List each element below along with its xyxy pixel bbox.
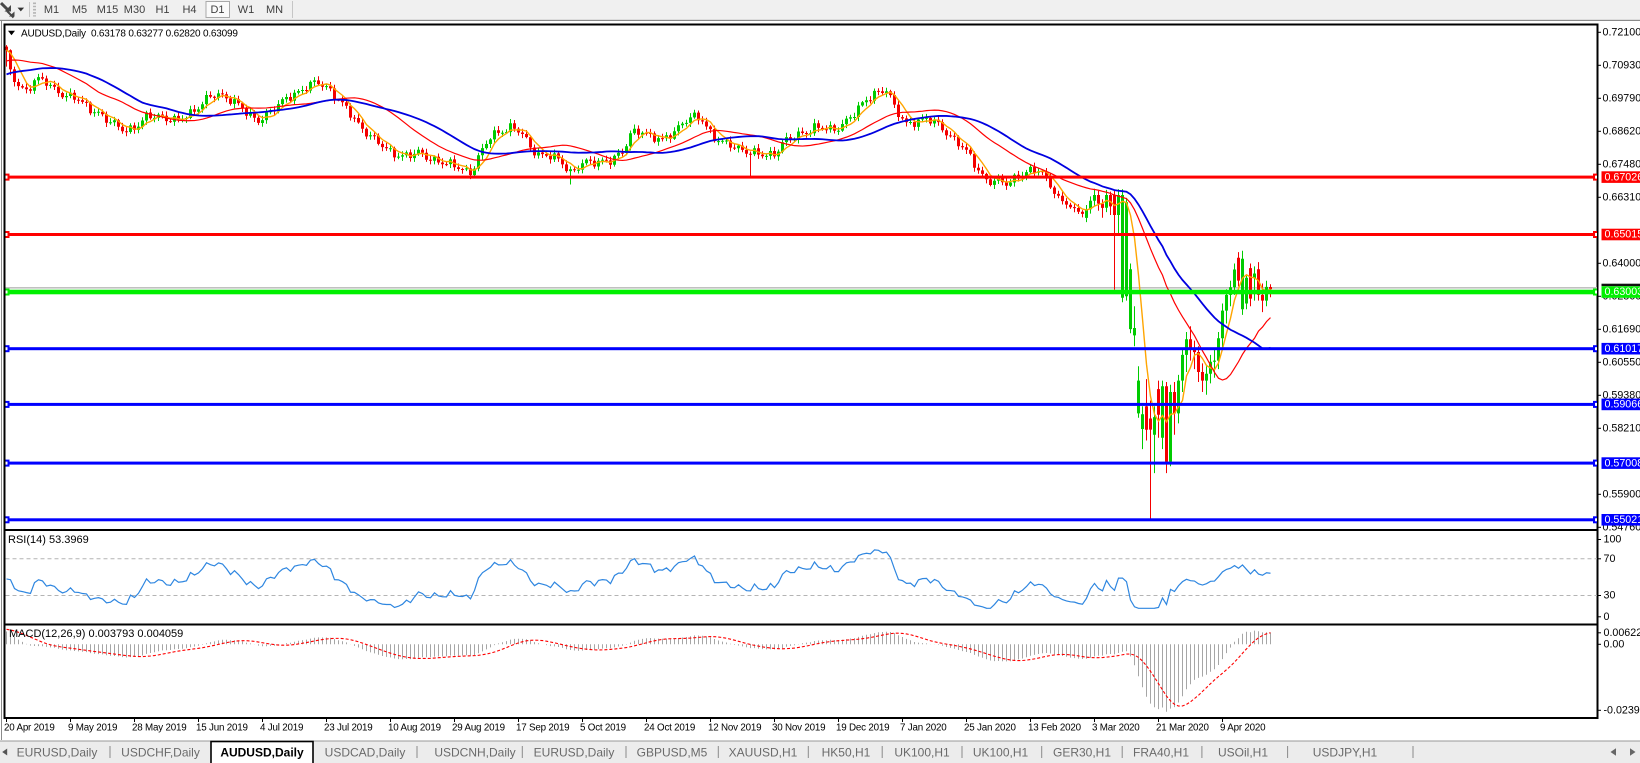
svg-text:15 Jun 2019: 15 Jun 2019 [196, 722, 248, 733]
svg-text:7 Jan 2020: 7 Jan 2020 [900, 722, 947, 733]
svg-text:21 Mar 2020: 21 Mar 2020 [1156, 722, 1210, 733]
svg-text:MN: MN [266, 4, 283, 16]
svg-text:0.59380: 0.59380 [1603, 389, 1640, 401]
svg-text:0.66310: 0.66310 [1603, 191, 1640, 203]
svg-text:24 Oct 2019: 24 Oct 2019 [644, 722, 695, 733]
svg-text:M1: M1 [44, 4, 59, 16]
svg-text:M30: M30 [124, 4, 145, 16]
svg-text:RSI(14) 53.3969: RSI(14) 53.3969 [8, 534, 89, 546]
svg-text:10 Aug 2019: 10 Aug 2019 [388, 722, 441, 733]
svg-text:D1: D1 [210, 4, 224, 16]
svg-text:FRA40,H1: FRA40,H1 [1133, 746, 1189, 760]
svg-text:GER30,H1: GER30,H1 [1053, 746, 1111, 760]
svg-text:17 Sep 2019: 17 Sep 2019 [516, 722, 569, 733]
svg-text:4 Jul 2019: 4 Jul 2019 [260, 722, 303, 733]
svg-text:W1: W1 [238, 4, 255, 16]
svg-text:0.70930: 0.70930 [1603, 59, 1640, 71]
svg-text:USOil,H1: USOil,H1 [1218, 746, 1268, 760]
svg-text:M5: M5 [72, 4, 87, 16]
svg-text:0.63003: 0.63003 [1605, 286, 1640, 298]
svg-text:9 Apr 2020: 9 Apr 2020 [1220, 722, 1266, 733]
svg-text:70: 70 [1604, 553, 1616, 565]
svg-text:30 Nov 2019: 30 Nov 2019 [772, 722, 825, 733]
svg-text:20 Apr 2019: 20 Apr 2019 [4, 722, 55, 733]
svg-text:0.67480: 0.67480 [1603, 158, 1640, 170]
svg-text:0.67026: 0.67026 [1605, 171, 1640, 183]
svg-text:0.68620: 0.68620 [1603, 125, 1640, 137]
svg-text:USDCNH,Daily: USDCNH,Daily [434, 746, 515, 760]
svg-text:GBPUSD,M5: GBPUSD,M5 [637, 746, 708, 760]
svg-text:30: 30 [1604, 590, 1616, 602]
svg-text:0: 0 [1604, 611, 1610, 623]
svg-text:29 Aug 2019: 29 Aug 2019 [452, 722, 505, 733]
svg-text:XAUUSD,H1: XAUUSD,H1 [729, 746, 798, 760]
svg-text:0.59066: 0.59066 [1605, 399, 1640, 411]
svg-text:0.60550: 0.60550 [1603, 356, 1640, 368]
svg-text:5 Oct 2019: 5 Oct 2019 [580, 722, 626, 733]
svg-text:MACD(12,26,9) 0.003793 0.00405: MACD(12,26,9) 0.003793 0.004059 [9, 628, 183, 640]
svg-text:28 May 2019: 28 May 2019 [132, 722, 186, 733]
svg-text:0.55900: 0.55900 [1603, 488, 1640, 500]
svg-text:0.57008: 0.57008 [1605, 457, 1640, 469]
svg-text:EURUSD,Daily: EURUSD,Daily [17, 746, 98, 760]
svg-text:0.55021: 0.55021 [1605, 514, 1640, 526]
svg-text:AUDUSD,Daily 0.63178 0.63277: AUDUSD,Daily 0.63178 0.63277 0.62820 0.6… [21, 28, 238, 39]
svg-text:0.69790: 0.69790 [1603, 92, 1640, 104]
svg-text:0.58210: 0.58210 [1603, 422, 1640, 434]
svg-text:9 May 2019: 9 May 2019 [68, 722, 117, 733]
svg-text:13 Feb 2020: 13 Feb 2020 [1028, 722, 1082, 733]
svg-text:3 Mar 2020: 3 Mar 2020 [1092, 722, 1140, 733]
svg-text:19 Dec 2019: 19 Dec 2019 [836, 722, 889, 733]
svg-text:25 Jan 2020: 25 Jan 2020 [964, 722, 1016, 733]
svg-text:23 Jul 2019: 23 Jul 2019 [324, 722, 372, 733]
svg-text:0.72100: 0.72100 [1603, 26, 1640, 38]
svg-text:AUDUSD,Daily: AUDUSD,Daily [220, 746, 304, 760]
svg-text:UK100,H1: UK100,H1 [973, 746, 1029, 760]
svg-text:0.00622: 0.00622 [1604, 627, 1640, 639]
svg-text:0.65015: 0.65015 [1605, 229, 1640, 241]
svg-text:EURUSD,Daily: EURUSD,Daily [534, 746, 615, 760]
svg-text:USDJPY,H1: USDJPY,H1 [1313, 746, 1378, 760]
svg-text:H4: H4 [182, 4, 196, 16]
svg-text:12 Nov 2019: 12 Nov 2019 [708, 722, 761, 733]
svg-text:HK50,H1: HK50,H1 [822, 746, 871, 760]
svg-text:-0.023959: -0.023959 [1604, 704, 1640, 716]
svg-text:UK100,H1: UK100,H1 [894, 746, 950, 760]
svg-text:M15: M15 [97, 4, 118, 16]
svg-text:USDCHF,Daily: USDCHF,Daily [121, 746, 200, 760]
svg-text:100: 100 [1604, 534, 1622, 546]
svg-text:0.61690: 0.61690 [1603, 323, 1640, 335]
svg-text:0.61017: 0.61017 [1605, 343, 1640, 355]
svg-text:H1: H1 [155, 4, 169, 16]
svg-text:USDCAD,Daily: USDCAD,Daily [325, 746, 406, 760]
svg-text:0.64000: 0.64000 [1603, 257, 1640, 269]
svg-text:0.00: 0.00 [1604, 638, 1625, 650]
